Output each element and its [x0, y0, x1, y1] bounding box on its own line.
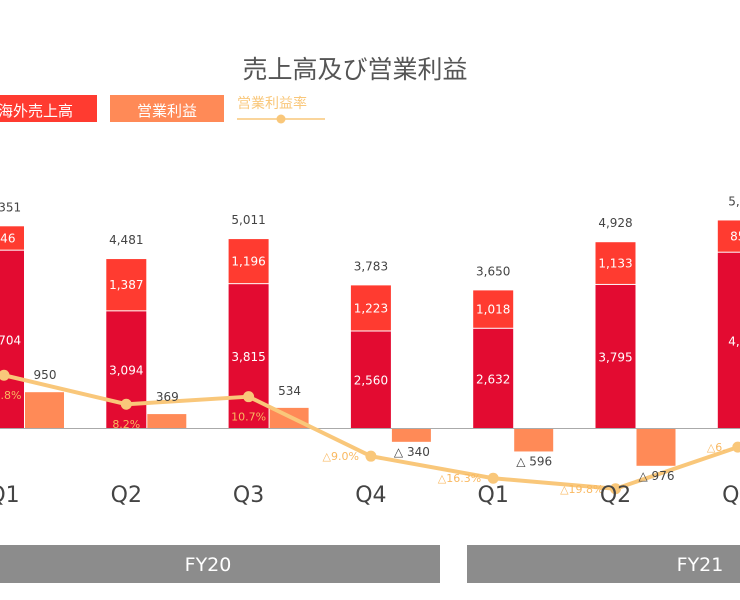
- operating-margin-label: 8.2%: [112, 418, 140, 431]
- fiscal-year-band: [0, 545, 440, 583]
- sales-bar-domestic: [473, 328, 514, 428]
- legend-swatch-overseas-sales: [0, 95, 97, 122]
- sales-total-label: 5,351: [0, 200, 21, 214]
- sales-bar-overseas: [0, 226, 24, 250]
- sales-domestic-label: 3,094: [109, 364, 143, 378]
- operating-margin-point: [120, 398, 132, 410]
- operating-margin-point: [487, 472, 499, 484]
- operating-margin-point: [732, 441, 740, 453]
- operating-profit-bar: [25, 392, 64, 428]
- legend-label-overseas-sales: 海外売上高: [0, 102, 73, 120]
- sales-bar-domestic: [350, 331, 391, 428]
- legend-label-operating-margin: 営業利益率: [237, 95, 307, 112]
- operating-margin-point: [365, 450, 377, 462]
- operating-profit-label: 950: [34, 368, 57, 382]
- sales-total-label: 5,011: [231, 213, 265, 227]
- sales-total-label: 4,481: [109, 233, 143, 247]
- sales-overseas-label: 1,196: [231, 255, 265, 269]
- fiscal-year-band: [467, 545, 740, 583]
- sales-domestic-label: 4,6: [728, 334, 740, 348]
- operating-profit-label: △ 340: [394, 445, 430, 459]
- sales-overseas-label: 85: [730, 230, 740, 244]
- operating-margin-label: △16.3%: [438, 472, 481, 485]
- sales-bar-overseas: [228, 239, 269, 284]
- operating-margin-point: [610, 483, 621, 495]
- legend-marker-operating-margin: [276, 114, 286, 124]
- sales-total-label: 3,650: [476, 264, 510, 278]
- sales-domestic-label: 3,815: [231, 350, 265, 364]
- operating-profit-bar: [636, 429, 676, 466]
- sales-total-label: 5,5: [728, 194, 740, 208]
- sales-domestic-label: 4,704: [0, 333, 21, 347]
- x-tick-label: Q3: [722, 483, 740, 508]
- operating-margin-label: 17.8%: [0, 389, 21, 402]
- operating-profit-bar: [514, 429, 554, 452]
- operating-margin-label: △19.8%: [560, 483, 603, 496]
- sales-bar-domestic: [0, 250, 24, 428]
- sales-overseas-label: 1,387: [109, 278, 143, 292]
- sales-overseas-label: 1,223: [354, 301, 388, 315]
- x-tick-label: Q1: [478, 483, 509, 508]
- operating-margin-label: △6.: [707, 441, 726, 454]
- fiscal-year-label: FY20: [185, 554, 232, 576]
- legend-label-operating-profit: 営業利益: [137, 102, 197, 120]
- x-tick-label: Q1: [0, 483, 20, 508]
- operating-margin-point: [0, 369, 10, 381]
- sales-bar-overseas: [717, 220, 740, 252]
- fiscal-year-label: FY21: [677, 554, 724, 576]
- sales-overseas-label: 646: [0, 231, 15, 245]
- sales-bar-overseas: [106, 259, 147, 311]
- operating-profit-bar: [147, 414, 187, 428]
- operating-profit-label: 534: [278, 384, 301, 398]
- sales-domestic-label: 2,560: [354, 374, 388, 388]
- x-tick-label: Q2: [111, 483, 142, 508]
- legend-swatch-operating-profit: [110, 95, 224, 122]
- sales-overseas-label: 1,018: [476, 303, 510, 317]
- sales-bar-overseas: [473, 290, 514, 328]
- sales-domestic-label: 3,795: [598, 350, 632, 364]
- chart-title: 売上高及び営業利益: [242, 55, 467, 84]
- operating-margin-point: [243, 391, 255, 403]
- sales-total-label: 4,928: [598, 216, 632, 230]
- operating-profit-bar: [391, 429, 431, 442]
- sales-domestic-label: 2,632: [476, 372, 510, 386]
- x-tick-label: Q4: [355, 483, 386, 508]
- operating-profit-label: △ 976: [639, 469, 675, 483]
- sales-overseas-label: 1,133: [598, 257, 632, 271]
- sales-bar-overseas: [595, 242, 636, 284]
- x-tick-label: Q2: [600, 483, 631, 508]
- operating-margin-label: 10.7%: [231, 411, 266, 424]
- sales-total-label: 3,783: [354, 259, 388, 273]
- sales-bar-domestic: [595, 284, 636, 428]
- operating-profit-label: △ 596: [516, 454, 552, 468]
- operating-profit-label: 369: [156, 390, 179, 404]
- legend: 海外売上高 営業利益 営業利益率: [0, 95, 325, 124]
- operating-margin-label: △9.0%: [322, 450, 358, 463]
- x-tick-label: Q3: [233, 483, 264, 508]
- sales-bar-domestic: [717, 252, 740, 428]
- sales-bar-overseas: [350, 285, 391, 331]
